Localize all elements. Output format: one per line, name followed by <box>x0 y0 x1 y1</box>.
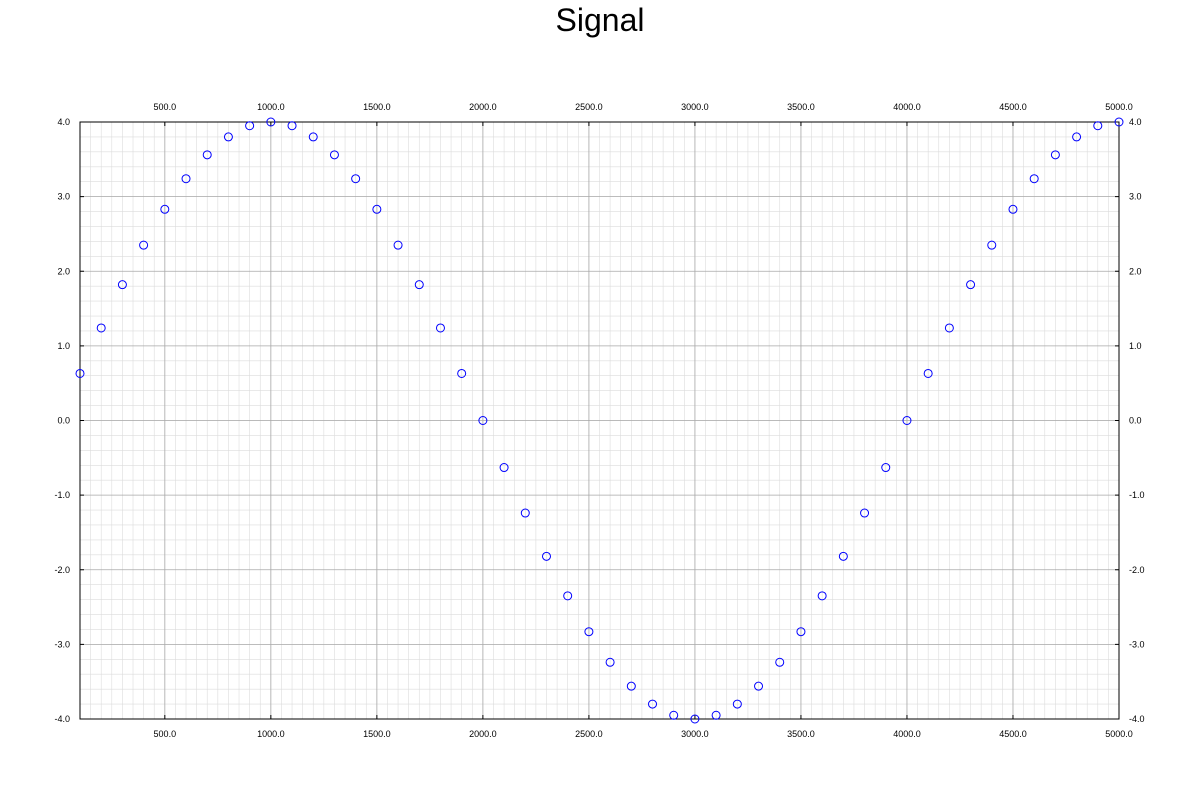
data-point <box>541 551 551 561</box>
y-tick-label-left: -2.0 <box>54 565 70 575</box>
data-point <box>796 627 806 637</box>
data-point <box>605 657 615 667</box>
x-tick-label-bottom: 2500.0 <box>575 729 603 739</box>
y-tick-label-right: 1.0 <box>1129 341 1142 351</box>
x-tick-label-top: 1500.0 <box>363 102 391 112</box>
data-point <box>1050 150 1060 160</box>
data-point <box>1114 117 1124 127</box>
data-point <box>287 121 297 131</box>
data-point <box>987 240 997 250</box>
y-tick-label-left: 2.0 <box>57 266 70 276</box>
data-point <box>690 714 700 724</box>
data-point <box>732 699 742 709</box>
x-tick-label-top: 1000.0 <box>257 102 285 112</box>
tick-marks <box>80 121 1120 720</box>
data-point <box>944 323 954 333</box>
data-points <box>75 117 1124 724</box>
y-tick-label-left: 1.0 <box>57 341 70 351</box>
y-tick-label-right: -3.0 <box>1129 639 1145 649</box>
data-point <box>1029 174 1039 184</box>
data-point <box>160 204 170 214</box>
y-tick-label-right: 2.0 <box>1129 266 1142 276</box>
y-tick-label-left: 0.0 <box>57 416 70 426</box>
data-point <box>817 591 827 601</box>
y-tick-label-left: -3.0 <box>54 639 70 649</box>
x-tick-label-bottom: 2000.0 <box>469 729 497 739</box>
data-point <box>435 323 445 333</box>
data-point <box>117 280 127 290</box>
data-point <box>902 416 912 425</box>
data-point <box>96 323 106 333</box>
data-point <box>414 280 424 290</box>
data-point <box>881 463 891 473</box>
data-point <box>457 368 467 378</box>
x-tick-label-bottom: 3500.0 <box>787 729 815 739</box>
y-tick-label-right: -1.0 <box>1129 490 1145 500</box>
y-tick-label-left: -4.0 <box>54 714 70 724</box>
data-point <box>223 132 233 142</box>
data-point <box>393 240 403 250</box>
data-point <box>1093 121 1103 131</box>
x-tick-label-bottom: 5000.0 <box>1105 729 1133 739</box>
data-point <box>923 368 933 378</box>
data-point <box>838 551 848 561</box>
data-point <box>139 240 149 250</box>
data-point <box>648 699 658 709</box>
data-point <box>181 174 191 184</box>
y-tick-label-right: 0.0 <box>1129 416 1142 426</box>
data-point <box>563 591 573 601</box>
data-point <box>775 657 785 667</box>
y-tick-label-right: 4.0 <box>1129 117 1142 127</box>
tick-labels: 500.0 500.0 1000.0 1000.0 1500.0 1500.0 2000.0… <box>54 102 1144 739</box>
data-point <box>860 508 870 518</box>
x-tick-label-bottom: 1500.0 <box>363 729 391 739</box>
x-tick-label-bottom: 1000.0 <box>257 729 285 739</box>
data-point <box>266 117 276 127</box>
data-point <box>202 150 212 160</box>
x-tick-label-top: 3500.0 <box>787 102 815 112</box>
data-point <box>669 710 679 720</box>
y-tick-label-left: -1.0 <box>54 490 70 500</box>
x-tick-label-top: 4500.0 <box>999 102 1027 112</box>
data-point <box>966 280 976 290</box>
data-point <box>75 368 85 378</box>
data-point <box>308 132 318 142</box>
x-tick-label-bottom: 4000.0 <box>893 729 921 739</box>
data-point <box>351 174 361 184</box>
data-point <box>584 627 594 637</box>
y-tick-label-right: -2.0 <box>1129 565 1145 575</box>
y-tick-label-right: -4.0 <box>1129 714 1145 724</box>
data-point <box>478 416 488 425</box>
data-point <box>711 710 721 720</box>
data-point <box>520 508 530 518</box>
data-point <box>329 150 339 160</box>
data-point <box>754 681 764 691</box>
data-point <box>1072 132 1082 142</box>
x-tick-label-bottom: 500.0 <box>154 729 177 739</box>
chart-title: Signal <box>555 2 645 38</box>
x-tick-label-top: 2500.0 <box>575 102 603 112</box>
x-tick-label-top: 5000.0 <box>1105 102 1133 112</box>
y-tick-label-left: 4.0 <box>57 117 70 127</box>
data-point <box>245 121 255 131</box>
y-tick-label-right: 3.0 <box>1129 192 1142 202</box>
x-tick-label-top: 2000.0 <box>469 102 497 112</box>
x-tick-label-top: 500.0 <box>154 102 177 112</box>
data-point <box>372 204 382 214</box>
data-point <box>499 463 509 473</box>
y-tick-label-left: 3.0 <box>57 192 70 202</box>
data-point <box>626 681 636 691</box>
x-tick-label-top: 4000.0 <box>893 102 921 112</box>
x-tick-label-top: 3000.0 <box>681 102 709 112</box>
x-tick-label-bottom: 4500.0 <box>999 729 1027 739</box>
x-tick-label-bottom: 3000.0 <box>681 729 709 739</box>
data-point <box>1008 204 1018 214</box>
